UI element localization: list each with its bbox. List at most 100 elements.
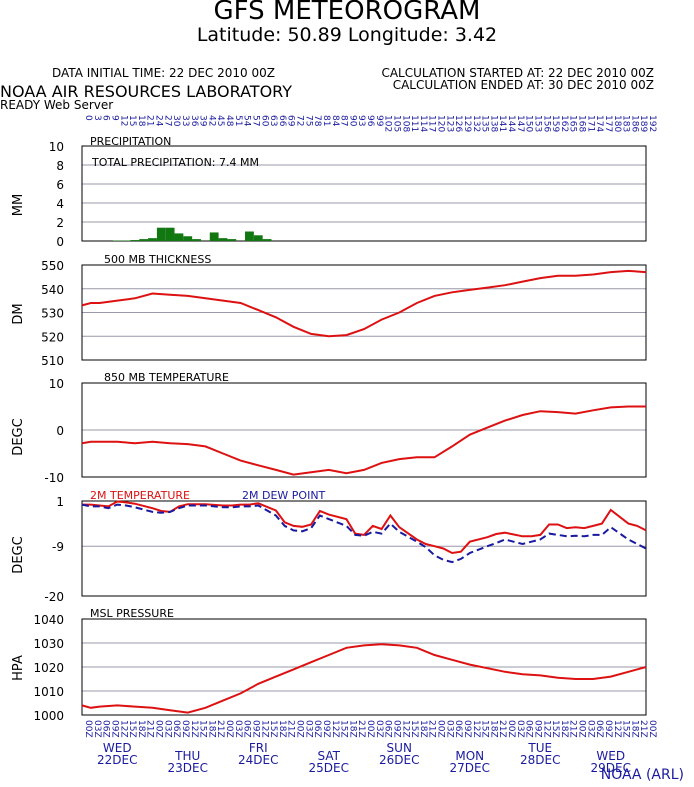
utc-hour-label: 09Z [109, 720, 119, 738]
precip-bar [192, 239, 201, 241]
utc-hour-label: 18Z [629, 720, 639, 738]
utc-hour-label: 03Z [92, 720, 102, 738]
forecast-hour-label: 141 [497, 115, 507, 132]
day-weekday-label: WED [596, 749, 625, 763]
utc-hour-label: 03Z [585, 720, 595, 738]
forecast-hour-label: 99 [374, 115, 384, 127]
forecast-hour-label: 183 [621, 115, 631, 132]
y-axis-label: HPA [11, 655, 26, 681]
utc-hour-label: 03Z [374, 720, 384, 738]
forecast-hour-label: 87 [339, 115, 349, 126]
forecast-hour-label: 138 [488, 115, 498, 132]
forecast-hour-label: 162 [559, 115, 569, 132]
legend-2m-dewpoint: 2M DEW POINT [242, 489, 326, 502]
precip-bar [156, 227, 166, 241]
forecast-hour-label: 69 [286, 115, 296, 127]
precip-bar [253, 235, 263, 241]
utc-hour-label: 09Z [462, 720, 472, 738]
forecast-hour-label: 135 [480, 115, 490, 132]
forecast-hour-label: 42 [206, 115, 216, 126]
forecast-hour-label: 159 [550, 115, 560, 132]
utc-hour-label: 09Z [532, 720, 542, 738]
utc-hour-label: 21Z [638, 720, 648, 738]
utc-hour-label: 12Z [612, 720, 622, 738]
utc-hour-label: 00Z [436, 720, 446, 738]
forecast-hour-label: 192 [647, 115, 657, 132]
utc-hour-label: 06Z [594, 720, 604, 738]
utc-hour-label: 06Z [171, 720, 181, 738]
utc-hour-label: 15Z [339, 720, 349, 738]
precip-total: TOTAL PRECIPITATION: 7.4 MM [91, 156, 259, 169]
utc-hour-label: 03Z [162, 720, 172, 738]
utc-hour-label: 21Z [497, 720, 507, 738]
y-tick-label: 550 [41, 259, 64, 273]
utc-hour-label: 21Z [286, 720, 296, 738]
dewpoint-line [81, 503, 647, 564]
day-date-label: 22DEC [97, 753, 137, 767]
legend-2m-temperature: 2M TEMPERATURE [90, 489, 190, 502]
forecast-hour-label: 117 [427, 115, 437, 132]
precip-bar [227, 239, 237, 241]
y-axis-label: MM [11, 194, 26, 216]
forecast-hour-label: 108 [400, 115, 410, 132]
panel-title: PRECIPITATION [90, 135, 171, 148]
y-tick-label: 0 [56, 235, 64, 249]
day-date-label: 26DEC [379, 753, 419, 767]
utc-hour-label: 00Z [154, 720, 164, 738]
panel-frame [81, 264, 647, 361]
page-title: GFS METEOROGRAM [213, 0, 481, 26]
forecast-hour-label: 63 [268, 115, 278, 126]
utc-hour-label: 06Z [312, 720, 322, 738]
y-tick-label: 1010 [33, 685, 64, 699]
precip-bar [209, 232, 219, 241]
calc-started: CALCULATION STARTED AT: 22 DEC 2010 00Z [381, 66, 654, 80]
utc-hour-label: 00Z [506, 720, 516, 738]
forecast-hour-label: 123 [444, 115, 454, 132]
forecast-hour-label: 174 [594, 115, 604, 132]
y-tick-label: 1 [56, 495, 64, 509]
utc-hour-label: 00Z [83, 720, 93, 738]
day-date-label: 28DEC [520, 753, 560, 767]
forecast-hour-label: 150 [524, 115, 534, 132]
y-axis-label: DEGC [11, 536, 26, 573]
utc-hour-label: 12Z [189, 720, 199, 738]
utc-hour-label: 03Z [233, 720, 243, 738]
panel-title: 500 MB THICKNESS [104, 253, 211, 266]
y-tick-label: 10 [49, 377, 64, 391]
utc-hour-label: 18Z [347, 720, 357, 738]
day-date-label: 27DEC [450, 761, 490, 775]
utc-hour-label: 21Z [215, 720, 225, 738]
day-weekday-label: TUE [527, 741, 552, 755]
forecast-hour-label: 66 [277, 115, 287, 127]
forecast-hour-label: 30 [171, 115, 181, 127]
utc-hour-label: 06Z [524, 720, 534, 738]
forecast-hour-label: 27 [162, 115, 172, 126]
y-tick-label: -20 [44, 590, 64, 604]
utc-hour-label: 09Z [391, 720, 401, 738]
utc-hour-label: 06Z [242, 720, 252, 738]
forecast-hour-label: 114 [418, 115, 428, 132]
utc-hour-label: 03Z [303, 720, 313, 738]
forecast-hour-label: 48 [224, 115, 234, 127]
series-line [82, 500, 647, 555]
series-line [81, 405, 646, 476]
utc-hour-label: 12Z [259, 720, 269, 738]
forecast-hour-label: 168 [577, 115, 587, 132]
utc-hour-label: 18Z [559, 720, 569, 738]
panel-frame [81, 382, 647, 478]
utc-hour-label: 21Z [356, 720, 366, 738]
utc-hour-label: 15Z [268, 720, 278, 738]
forecast-hour-label: 78 [312, 115, 322, 127]
forecast-hour-label: 72 [295, 115, 305, 126]
forecast-hour-label: 18 [136, 115, 146, 127]
y-axis-label: DM [11, 303, 26, 324]
forecast-hour-label: 9 [109, 115, 119, 121]
utc-hour-label: 06Z [453, 720, 463, 738]
forecast-hour-label: 165 [568, 115, 578, 132]
day-weekday-label: THU [174, 749, 200, 763]
utc-hour-label: 18Z [488, 720, 498, 738]
lab-name: NOAA AIR RESOURCES LABORATORY [0, 82, 293, 101]
precip-bar [174, 233, 184, 241]
y-tick-label: 2 [56, 216, 64, 230]
forecast-hour-label: 153 [532, 115, 542, 132]
